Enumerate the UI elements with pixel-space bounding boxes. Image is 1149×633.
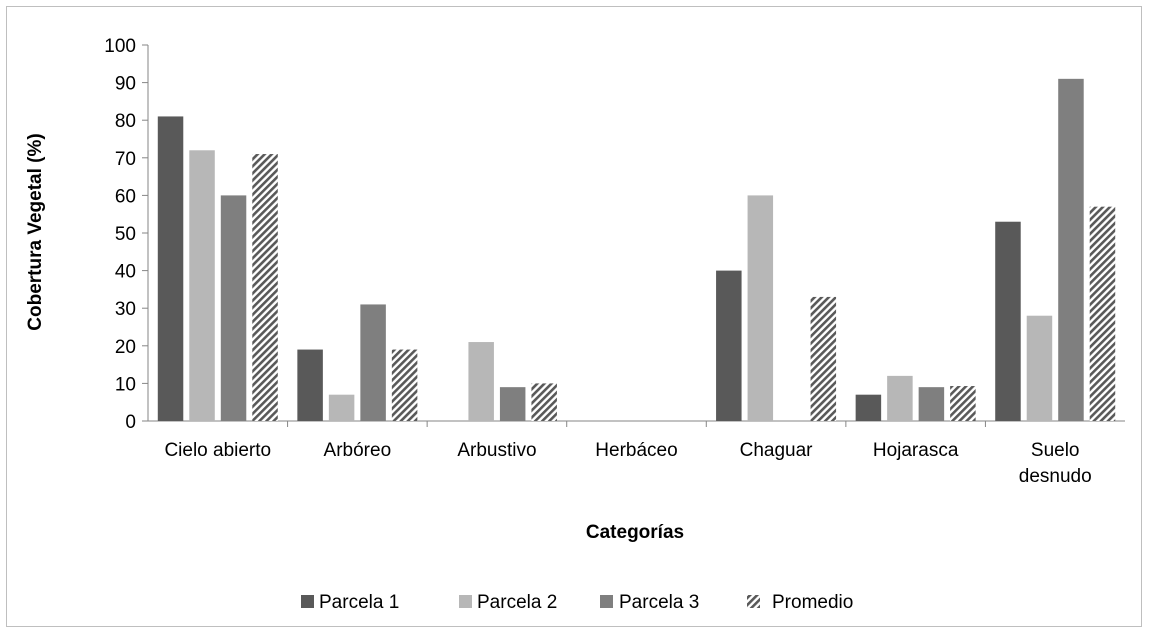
legend-swatch bbox=[747, 595, 760, 608]
bar-chart: 0 10 20 30 40 50 60 70 80 90 100 Cielo abierto Arbór… bbox=[25, 36, 1125, 613]
bar bbox=[810, 296, 837, 421]
bar bbox=[157, 116, 184, 421]
legend-label: Parcela 2 bbox=[477, 592, 557, 613]
chart-frame: 0 10 20 30 40 50 60 70 80 90 100 Cielo abierto Arbór… bbox=[6, 6, 1142, 627]
bar bbox=[887, 375, 913, 421]
y-tick-label: 30 bbox=[115, 299, 136, 320]
bar bbox=[995, 221, 1021, 421]
bar bbox=[189, 150, 215, 421]
legend-label: Parcela 3 bbox=[619, 592, 699, 613]
bar bbox=[1089, 206, 1116, 421]
axes bbox=[142, 44, 1125, 427]
bar bbox=[252, 154, 278, 422]
x-axis-title: Categorías bbox=[586, 522, 684, 543]
axis-labels: 0 10 20 30 40 50 60 70 80 90 100 Cielo abierto Arbór… bbox=[104, 36, 1091, 487]
y-tick-label: 80 bbox=[115, 111, 136, 132]
y-tick-label: 60 bbox=[115, 186, 136, 207]
y-tick-label: 100 bbox=[104, 36, 136, 57]
bar bbox=[747, 195, 774, 421]
bar bbox=[328, 394, 355, 421]
y-tick-label: 20 bbox=[115, 337, 136, 358]
bars bbox=[157, 78, 1116, 422]
bar bbox=[360, 304, 386, 421]
bar bbox=[220, 195, 247, 421]
y-tick-label: 50 bbox=[115, 224, 136, 245]
x-tick-label: Arbustivo bbox=[457, 440, 536, 461]
bar bbox=[391, 349, 418, 421]
bar bbox=[1058, 78, 1084, 421]
x-tick-label: Suelo bbox=[1031, 440, 1080, 461]
bar bbox=[531, 383, 557, 421]
y-tick-label: 0 bbox=[125, 412, 136, 433]
legend: Parcela 1 Parcela 2 Parcela 3 Promedio bbox=[301, 592, 853, 613]
x-tick-label: Chaguar bbox=[740, 440, 814, 461]
bar bbox=[950, 386, 976, 421]
x-tick-label: Arbóreo bbox=[324, 440, 392, 461]
bar bbox=[297, 349, 323, 421]
x-tick-label: Hojarasca bbox=[873, 440, 959, 461]
legend-swatch bbox=[600, 595, 613, 608]
legend-swatch bbox=[459, 595, 472, 608]
y-tick-label: 40 bbox=[115, 262, 136, 283]
bar bbox=[1026, 315, 1053, 421]
y-axis-title: Cobertura Vegetal (%) bbox=[25, 133, 46, 330]
bar bbox=[716, 270, 742, 421]
legend-label: Promedio bbox=[772, 592, 853, 613]
y-tick-label: 90 bbox=[115, 74, 136, 95]
legend-label: Parcela 1 bbox=[319, 592, 399, 613]
x-tick-label: desnudo bbox=[1019, 466, 1092, 487]
legend-swatch bbox=[301, 595, 314, 608]
y-tick-label: 70 bbox=[115, 149, 136, 170]
x-tick-label: Cielo abierto bbox=[164, 440, 271, 461]
bar bbox=[855, 394, 882, 421]
bar bbox=[468, 342, 494, 421]
bar bbox=[499, 387, 526, 421]
y-tick-label: 10 bbox=[115, 374, 136, 395]
x-tick-label: Herbáceo bbox=[595, 440, 677, 461]
bar bbox=[918, 387, 945, 421]
